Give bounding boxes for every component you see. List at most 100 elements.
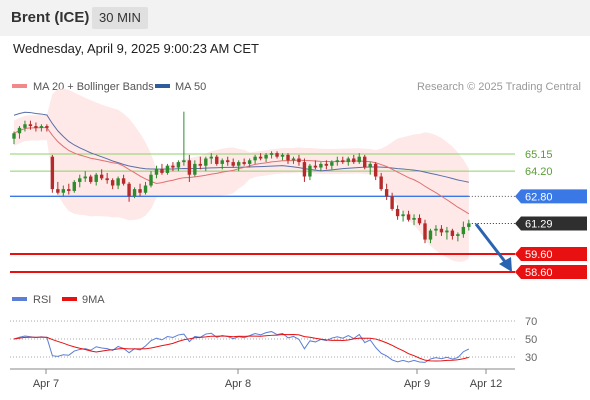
ma50-line <box>13 111 469 183</box>
candle-body <box>456 234 460 236</box>
candle-body <box>379 176 383 190</box>
candle-body <box>143 185 148 193</box>
candle-body <box>390 196 394 209</box>
candle-body <box>341 160 345 163</box>
candle-body <box>176 162 181 168</box>
bollinger-band-area <box>14 88 469 262</box>
candle-body <box>406 214 411 220</box>
chart-datetime: Wednesday, April 9, 2025 9:00:23 AM CET <box>13 41 259 56</box>
candle-body <box>165 165 170 173</box>
candle-body <box>242 162 246 164</box>
timeframe-badge[interactable]: 30 MIN <box>92 7 148 29</box>
candle-body <box>450 230 455 236</box>
rsi-ma-legend-swatch <box>62 297 77 301</box>
time-axis: Apr 7 Apr 8 Apr 9 Apr 12 <box>10 368 515 390</box>
candle-body <box>149 174 153 186</box>
candle-body <box>352 158 356 163</box>
projection-arrow <box>474 223 512 272</box>
rsi-tick-label: 30 <box>525 352 537 364</box>
ma20-legend-swatch <box>12 84 27 88</box>
candle-body <box>204 158 208 166</box>
candle-body <box>193 163 197 175</box>
support-label-text: 59.60 <box>525 249 553 261</box>
candle-body <box>384 189 389 197</box>
rsi-ma-line <box>13 333 469 362</box>
candle-body <box>121 178 126 184</box>
candle-body <box>105 178 109 181</box>
candle-body <box>50 156 55 190</box>
price-legend: MA 20 + Bollinger Bands MA 50 <box>12 81 206 93</box>
candle-body <box>127 183 131 197</box>
candle-body <box>439 228 444 233</box>
candle-body <box>330 162 334 166</box>
header-bar: Brent (ICE) 30 MIN <box>0 0 590 36</box>
candle-body <box>89 176 93 182</box>
resistance-label: 65.15 <box>525 149 553 161</box>
candle-body <box>247 160 252 164</box>
candlesticks <box>12 111 471 244</box>
candle-body <box>423 223 427 240</box>
candle-body <box>373 163 378 177</box>
candle-body <box>401 214 405 217</box>
candle-body <box>17 127 22 134</box>
candle-body <box>154 169 159 175</box>
candle-body <box>61 189 66 193</box>
level-labels: 65.15 64.20 62.80 61.29 59.60 58.60 <box>515 149 587 279</box>
candle-body <box>236 162 241 166</box>
rsi-panel: 70 50 30 <box>10 316 537 364</box>
candle-body <box>319 163 323 168</box>
candle-body <box>346 158 350 163</box>
candle-body <box>434 228 438 231</box>
candle-body <box>28 124 33 127</box>
candle-body <box>78 178 82 182</box>
pivot-label-box <box>515 189 587 204</box>
candle-body <box>412 217 416 220</box>
candle-body <box>160 169 164 173</box>
candle-body <box>291 158 296 161</box>
candle-body <box>363 156 367 168</box>
support-label-box <box>515 265 587 279</box>
rsi-legend-label: RSI <box>33 294 51 306</box>
ma20-line <box>13 127 470 215</box>
candle-body <box>83 176 87 179</box>
candle-body <box>198 163 203 166</box>
candle-body <box>395 208 400 217</box>
attribution-text: Research © 2025 Trading Central <box>417 81 581 93</box>
candle-body <box>39 126 44 128</box>
candle-body <box>132 189 137 197</box>
candle-body <box>467 223 471 227</box>
candle-body <box>12 133 16 139</box>
candle-body <box>297 158 301 163</box>
candle-body <box>253 156 257 161</box>
candle-body <box>226 160 230 163</box>
candle-body <box>215 156 219 164</box>
rsi-tick-label: 70 <box>525 316 537 328</box>
current-label-box <box>515 216 587 231</box>
candle-body <box>116 178 120 186</box>
ma20-legend-label: MA 20 + Bollinger Bands <box>33 81 154 93</box>
candle-body <box>461 226 466 235</box>
candle-body <box>231 162 235 166</box>
ma50-legend-swatch <box>155 84 170 88</box>
candle-body <box>110 180 115 186</box>
candle-body <box>34 126 38 128</box>
rsi-tick-label: 50 <box>525 334 537 346</box>
candle-body <box>313 165 318 168</box>
rsi-legend: RSI 9MA <box>12 294 105 306</box>
candle-body <box>67 189 71 191</box>
candle-body <box>138 189 142 193</box>
candle-body <box>209 156 213 159</box>
candle-body <box>45 126 49 128</box>
candle-body <box>72 181 76 191</box>
candle-body <box>302 162 307 177</box>
candle-body <box>23 124 27 128</box>
candle-body <box>258 156 263 159</box>
current-label-text: 61.29 <box>525 219 553 231</box>
x-axis-tick-label: Apr 12 <box>470 378 502 390</box>
candle-body <box>220 160 224 164</box>
rsi-line <box>13 331 470 363</box>
candle-body <box>269 153 274 155</box>
rsi-ma-legend-label: 9MA <box>82 294 105 306</box>
resistance-label: 64.20 <box>525 166 553 178</box>
bollinger-band <box>14 88 469 262</box>
